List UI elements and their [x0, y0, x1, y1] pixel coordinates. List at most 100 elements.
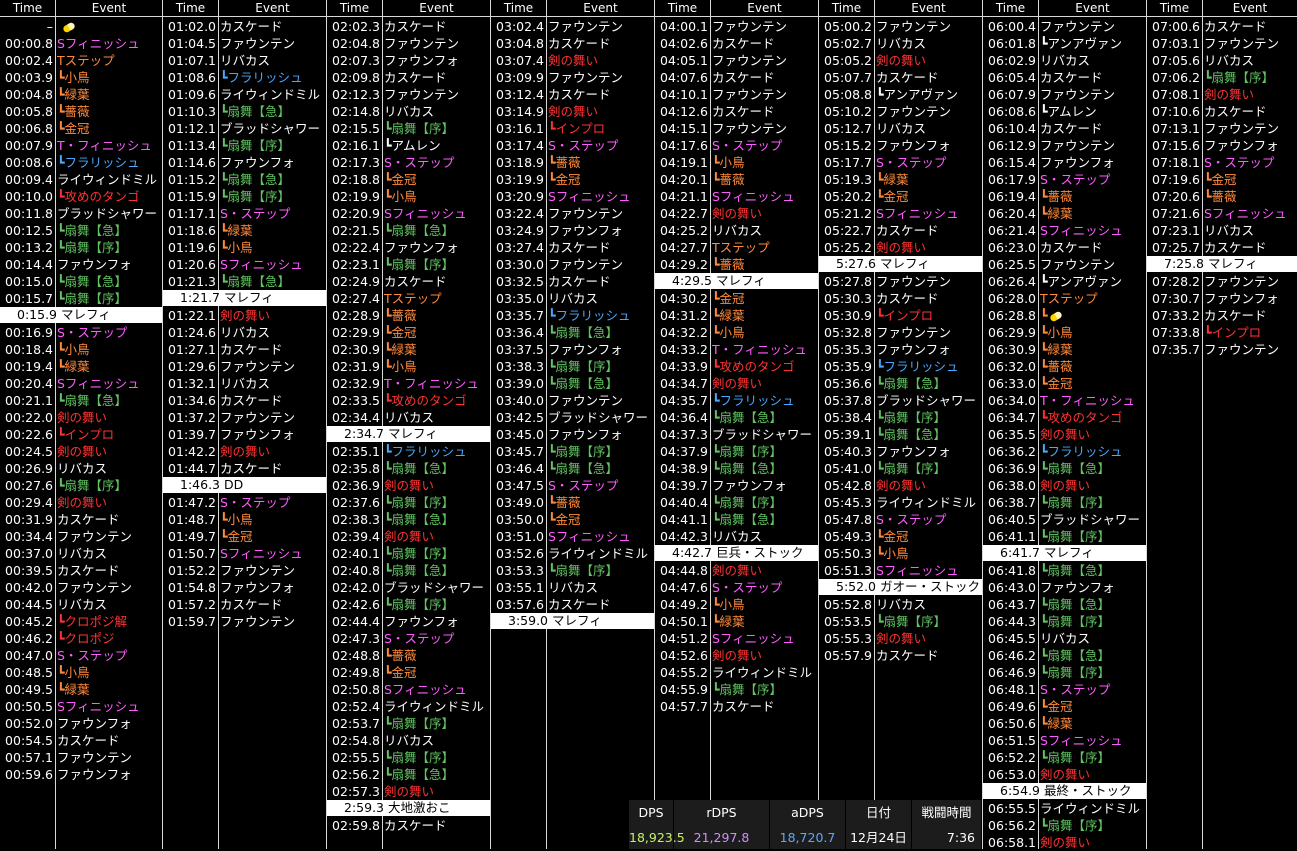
event-time: 04:35.7: [660, 393, 708, 408]
timeline-row: 03:50.0 ┗金冠: [491, 511, 654, 528]
event-label: カスケード: [57, 512, 120, 527]
stat-value-adps: 18,720.7: [779, 830, 836, 845]
timeline-row: 00:05.8 ┗薔薇: [0, 103, 162, 120]
timeline-row: 07:25.7 カスケード: [1147, 239, 1297, 256]
timeline-row: 02:39.4 剣の舞い: [327, 528, 490, 545]
event-label: ┗緑葉: [57, 682, 90, 697]
event-label: 剣の舞い: [384, 784, 435, 799]
event-label: Sフィニッシュ: [548, 529, 631, 544]
time-event-divider: [546, 0, 547, 849]
event-time: 02:52.4: [332, 699, 380, 714]
event-label: ファウンテン: [1204, 274, 1280, 289]
timeline-row: 05:45.3 ライウィンドミル: [819, 494, 982, 511]
timeline-row: 02:02.3 カスケード: [327, 18, 490, 35]
event-time: 06:35.5: [988, 427, 1036, 442]
event-time: 05:25.2: [824, 240, 872, 255]
column-divider: [654, 0, 655, 849]
event-label: ┗小鳥: [57, 342, 90, 357]
timeline-row: 00:22.6 ┗インプロ: [0, 426, 162, 443]
event-label: ┗緑葉: [1040, 342, 1073, 357]
timeline-row: 05:15.2 ファウンフォ: [819, 137, 982, 154]
marker-label: 巨兵・ストック: [716, 545, 804, 560]
event-label: ファウンフォ: [220, 580, 295, 595]
event-label: ┗扇舞【序】: [1204, 70, 1275, 85]
timeline-marker-band: 4:29.5 マレフィ: [655, 273, 818, 289]
event-time: 03:53.3: [496, 563, 544, 578]
event-time: 05:55.3: [824, 631, 872, 646]
event-label: Sフィニッシュ: [384, 206, 467, 221]
event-time: 05:37.8: [824, 393, 872, 408]
event-label: リバカス: [57, 597, 108, 612]
timeline-row: 01:29.6 ファウンテン: [163, 358, 326, 375]
event-label: ┗薔薇: [384, 648, 417, 663]
event-label: ┗扇舞【序】: [1040, 495, 1111, 510]
timeline-row: 06:38.0 剣の舞い: [983, 477, 1146, 494]
event-time: 07:33.8: [1152, 325, 1200, 340]
timeline-row: 00:20.4 Sフィニッシュ: [0, 375, 162, 392]
stat-value-rdps: 21,297.8: [693, 830, 750, 845]
event-time: 01:57.2: [168, 597, 216, 612]
event-time: 00:14.4: [5, 257, 53, 272]
event-time: 06:51.5: [988, 733, 1036, 748]
event-label: ┗薔薇: [1204, 189, 1237, 204]
event-label: T・フィニッシュ: [712, 342, 807, 357]
event-label: ファウンテン: [384, 87, 460, 102]
event-label: ┗攻めのタンゴ: [384, 393, 467, 408]
marker-time: 4:29.5: [672, 273, 712, 288]
event-time: 02:40.1: [332, 546, 380, 561]
timeline-row: 02:40.8 ┗扇舞【急】: [327, 562, 490, 579]
event-time: 02:14.8: [332, 104, 380, 119]
timeline-row: 04:37.9 ┗扇舞【序】: [655, 443, 818, 460]
timeline-row: 04:55.2 ライウィンドミル: [655, 664, 818, 681]
event-time: 00:45.2: [5, 614, 53, 629]
timeline-row: 02:34.4 リバカス: [327, 409, 490, 426]
timeline-row: 07:15.6 ファウンフォ: [1147, 137, 1297, 154]
event-time: 01:54.8: [168, 580, 216, 595]
timeline-row: 00:39.5 カスケード: [0, 562, 162, 579]
event-time: 06:25.5: [988, 257, 1036, 272]
event-time: 02:57.3: [332, 784, 380, 799]
timeline-row: 02:07.3 ファウンフォ: [327, 52, 490, 69]
event-label: ┗小鳥: [220, 512, 253, 527]
event-label: ┗金冠: [712, 291, 745, 306]
timeline-row: 04:47.6 S・ステップ: [655, 579, 818, 596]
event-label: ファウンテン: [548, 393, 624, 408]
timeline-row: 04:33.9 ┗攻めのタンゴ: [655, 358, 818, 375]
timeline-row: 06:36.2 ┗フラリッシュ: [983, 443, 1146, 460]
event-label: 剣の舞い: [712, 206, 763, 221]
event-time: 05:52.8: [824, 597, 872, 612]
timeline-row: 04:55.9 ┗扇舞【序】: [655, 681, 818, 698]
timeline-row: 05:38.4 ┗扇舞【序】: [819, 409, 982, 426]
event-label: リバカス: [1040, 631, 1091, 646]
event-label: ┗扇舞【序】: [876, 410, 947, 425]
event-label: ┗緑葉: [384, 342, 417, 357]
event-time: 01:14.6: [168, 155, 216, 170]
event-time: 06:43.0: [988, 580, 1036, 595]
event-time: 02:23.1: [332, 257, 380, 272]
event-label: ファウンフォ: [876, 444, 951, 459]
event-time: 03:09.9: [496, 70, 544, 85]
timeline-row: 06:41.8 ┗扇舞【急】: [983, 562, 1146, 579]
timeline-row: 04:22.7 剣の舞い: [655, 205, 818, 222]
event-time: 04:21.1: [660, 189, 708, 204]
event-time: 04:40.4: [660, 495, 708, 510]
timeline-row: 05:47.8 S・ステップ: [819, 511, 982, 528]
event-label: ライウィンドミル: [384, 699, 485, 714]
event-time: 05:35.9: [824, 359, 872, 374]
event-time: 05:35.3: [824, 342, 872, 357]
timeline-column: Time Event 07:00.6 カスケード 07:03.1 ファウンテン 07:05.…: [1147, 0, 1297, 849]
event-time: 03:45.0: [496, 427, 544, 442]
timeline-row: 00:09.4 ライウィンドミル: [0, 171, 162, 188]
event-label: ファウンフォ: [57, 767, 132, 782]
timeline-row: 05:36.6 ┗扇舞【急】: [819, 375, 982, 392]
marker-label: マレフィ: [388, 426, 438, 441]
event-label: S・ステップ: [57, 648, 128, 663]
event-label: ファウンフォ: [548, 342, 623, 357]
event-label: ┗扇舞【急】: [1040, 648, 1111, 663]
event-label: ┗薔薇: [548, 495, 581, 510]
timeline-row: 01:34.6 カスケード: [163, 392, 326, 409]
event-time: 05:36.6: [824, 376, 872, 391]
event-time: 04:41.1: [660, 512, 708, 527]
event-label: ┗小鳥: [57, 70, 90, 85]
timeline-row: 03:37.5 ファウンフォ: [491, 341, 654, 358]
